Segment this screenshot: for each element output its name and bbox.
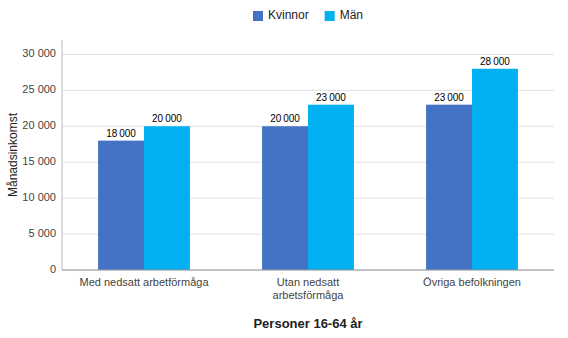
y-axis-line	[62, 40, 63, 270]
grid-line	[62, 270, 554, 271]
y-tick-label: 0	[50, 263, 56, 275]
grid-line	[62, 54, 554, 55]
y-tick-label: 25 000	[22, 83, 56, 95]
x-axis-line	[62, 270, 554, 271]
y-axis-title: Månadsinkomst	[6, 112, 20, 197]
x-tick-label: Med nedsatt arbetförmåga	[79, 276, 209, 288]
legend-item: Kvinnor	[253, 8, 309, 22]
y-tick-label: 10 000	[22, 191, 56, 203]
x-axis-title: Personer 16-64 år	[253, 316, 362, 331]
data-label: 18 000	[106, 128, 136, 139]
chart-container: 0 5 000 10 000 15 000 20 000 25 000 30 000 18 0…	[0, 0, 568, 338]
y-tick-label: 20 000	[22, 119, 56, 131]
legend-label: Män	[340, 8, 363, 22]
legend-label: Kvinnor	[268, 8, 309, 22]
chart-svg: 0 5 000 10 000 15 000 20 000 25 000 30 000 18 0…	[0, 0, 568, 338]
bars	[98, 69, 518, 270]
bar	[426, 105, 472, 270]
legend: Kvinnor Män	[253, 8, 363, 22]
bar	[472, 69, 518, 270]
y-tick-label: 30 000	[22, 47, 56, 59]
data-label: 23 000	[434, 92, 464, 103]
bar	[98, 141, 144, 270]
data-label: 20 000	[152, 113, 182, 124]
grid	[62, 54, 554, 270]
data-label: 20 000	[270, 113, 300, 124]
x-tick-label: Övriga befolkningen	[423, 276, 521, 288]
data-label: 23 000	[316, 92, 346, 103]
bar	[144, 126, 190, 270]
legend-item: Män	[325, 8, 363, 22]
x-axis: Med nedsatt arbetförmåga Utan nedsattarbe…	[79, 276, 520, 301]
data-labels: 18 000 20 000 23 000 20 000 23 000 28 000	[106, 56, 510, 139]
y-axis: 0 5 000 10 000 15 000 20 000 25 000 30 000	[22, 47, 56, 275]
bar	[308, 105, 354, 270]
legend-swatch	[253, 11, 263, 21]
y-tick-label: 5 000	[28, 227, 56, 239]
y-tick-label: 15 000	[22, 155, 56, 167]
legend-swatch	[325, 11, 335, 21]
bar	[262, 126, 308, 270]
data-label: 28 000	[480, 56, 510, 67]
x-tick-label: Utan nedsattarbetsförmåga	[273, 276, 345, 301]
